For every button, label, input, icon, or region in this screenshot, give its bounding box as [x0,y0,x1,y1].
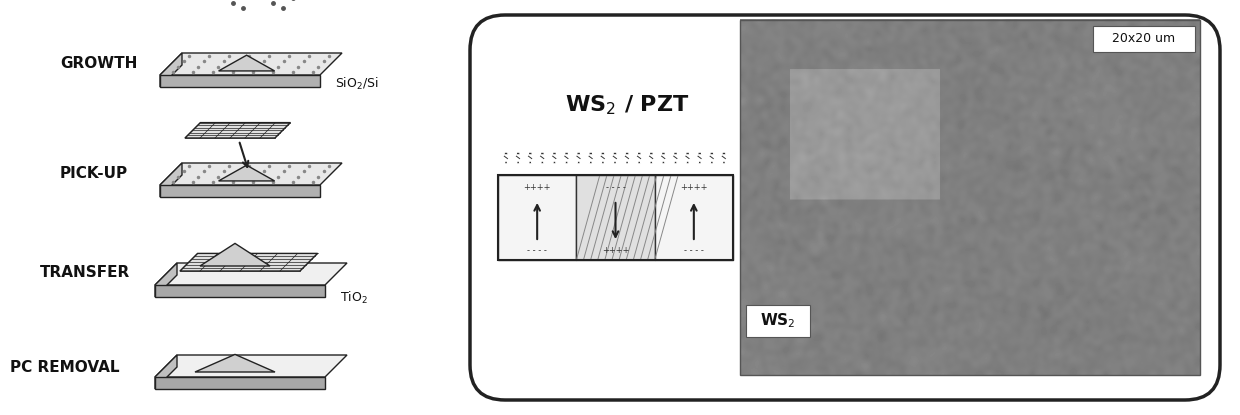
Circle shape [520,158,528,166]
Circle shape [556,158,565,166]
FancyBboxPatch shape [470,15,1220,400]
Circle shape [532,158,541,166]
Polygon shape [160,53,342,75]
Text: 20x20 um: 20x20 um [1112,32,1176,44]
Circle shape [580,158,589,166]
Polygon shape [155,355,347,377]
Circle shape [665,158,675,166]
Text: TRANSFER: TRANSFER [40,265,130,280]
Circle shape [605,149,613,157]
Polygon shape [160,75,320,87]
Polygon shape [155,285,325,297]
Circle shape [629,149,637,157]
Circle shape [496,158,505,166]
Circle shape [689,149,698,157]
Polygon shape [160,53,182,87]
Polygon shape [218,165,274,181]
Text: ++++: ++++ [523,183,551,191]
Circle shape [714,149,722,157]
Bar [655,175,733,260]
Text: - - - -: - - - - [605,183,625,191]
Polygon shape [218,55,274,71]
Circle shape [544,149,553,157]
Circle shape [618,149,625,157]
Bar [740,20,1200,375]
Polygon shape [160,163,342,185]
Text: PICK-UP: PICK-UP [60,166,128,181]
Circle shape [641,158,650,166]
Circle shape [725,149,734,157]
Text: ++++: ++++ [680,183,708,191]
Circle shape [580,149,589,157]
Bar [498,175,577,260]
Bar [498,175,733,260]
Circle shape [532,149,541,157]
Circle shape [702,149,709,157]
Polygon shape [155,263,347,285]
Circle shape [557,149,564,157]
Text: SiO$_2$/Si: SiO$_2$/Si [335,76,378,92]
Circle shape [653,149,661,157]
Text: - - - -: - - - - [527,246,547,254]
Text: WS$_2$: WS$_2$ [760,312,796,330]
Circle shape [496,149,503,157]
Circle shape [653,158,662,166]
Polygon shape [155,355,177,389]
Circle shape [568,158,577,166]
Polygon shape [180,254,317,271]
Circle shape [702,158,711,166]
Circle shape [604,158,614,166]
Text: WS$_2$ / PZT: WS$_2$ / PZT [565,93,689,117]
Circle shape [508,149,516,157]
Text: TiO$_2$: TiO$_2$ [340,290,368,306]
Polygon shape [185,122,290,138]
FancyBboxPatch shape [1092,26,1195,52]
Circle shape [677,149,686,157]
Circle shape [544,158,553,166]
Circle shape [520,149,528,157]
Circle shape [725,158,734,166]
Polygon shape [160,163,182,197]
Circle shape [593,158,601,166]
Circle shape [569,149,577,157]
Polygon shape [155,377,325,389]
Circle shape [713,158,723,166]
Circle shape [507,158,517,166]
FancyBboxPatch shape [746,305,810,337]
Text: GROWTH: GROWTH [60,56,138,71]
Circle shape [593,149,601,157]
Text: PC REMOVAL: PC REMOVAL [10,360,119,375]
Circle shape [641,149,650,157]
Polygon shape [195,354,275,372]
Circle shape [629,158,637,166]
Polygon shape [155,263,177,297]
Polygon shape [160,185,320,197]
Bar [577,175,655,260]
Text: - - - -: - - - - [684,246,704,254]
Circle shape [616,158,625,166]
Circle shape [677,158,686,166]
Circle shape [689,158,698,166]
Circle shape [666,149,673,157]
Polygon shape [200,244,270,266]
Text: ++++: ++++ [601,246,629,254]
